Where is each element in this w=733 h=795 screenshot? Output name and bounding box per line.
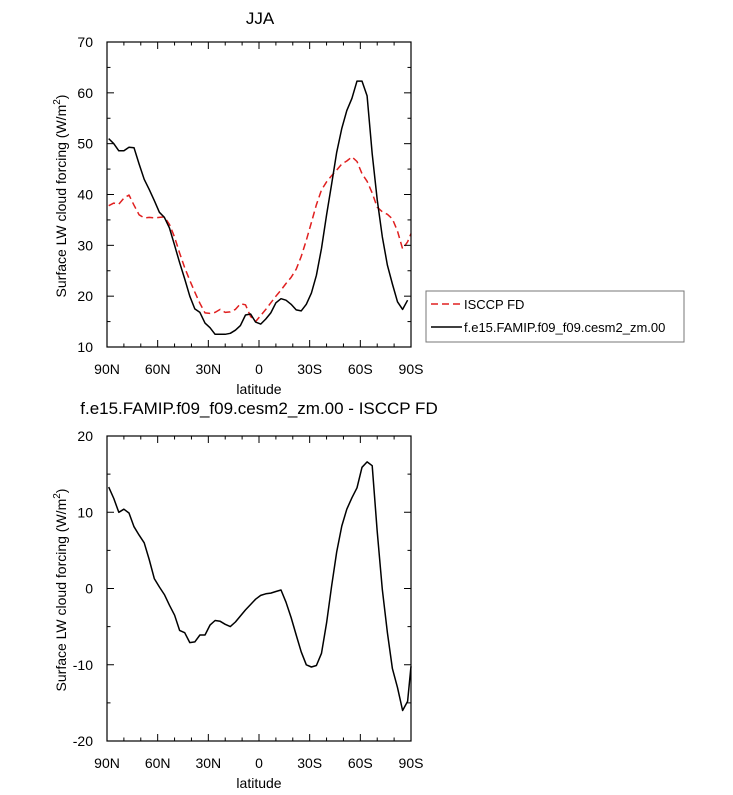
top-chart-x-tick-label: 90S [399, 361, 424, 377]
bottom-chart-x-tick-label: 0 [255, 755, 263, 771]
bottom-chart-x-tick-label: 90S [399, 755, 424, 771]
top-chart-y-axis-label: Surface LW cloud forcing (W/m2) [52, 95, 69, 298]
top-chart-y-tick-label: 70 [77, 34, 93, 50]
top-chart-series-line-1 [108, 80, 409, 336]
top-chart-series-line-0 [108, 156, 412, 323]
bottom-chart-x-ticks: 90N 60N 30N 0 30S 60S 90S [94, 436, 423, 771]
top-chart-x-tick-label: 30N [195, 361, 221, 377]
bottom-chart-plot-frame [106, 435, 412, 742]
bottom-chart-y-tick-label: -20 [73, 733, 93, 749]
bottom-chart-panel: f.e15.FAMIP.f09_f09.cesm2_zm.00 - ISCCP … [52, 399, 438, 791]
bottom-chart-title: f.e15.FAMIP.f09_f09.cesm2_zm.00 - ISCCP … [80, 399, 437, 418]
top-chart-x-axis-label: latitude [236, 381, 281, 397]
bottom-chart-x-tick-label: 30N [195, 755, 221, 771]
top-chart-x-tick-label: 60N [145, 361, 171, 377]
bottom-chart-y-tick-label: -10 [73, 657, 93, 673]
top-chart-x-tick-label: 0 [255, 361, 263, 377]
legend-model-label: f.e15.FAMIP.f09_f09.cesm2_zm.00 [464, 320, 665, 335]
top-chart-plot-frame [106, 41, 412, 348]
bottom-chart-y-ticks: -20 -10 0 10 20 [73, 428, 411, 749]
top-chart-y-tick-label: 40 [77, 187, 93, 203]
top-chart-x-tick-label: 30S [297, 361, 322, 377]
legend-isccp-label: ISCCP FD [464, 297, 524, 312]
top-chart-y-tick-label: 10 [77, 339, 93, 355]
top-chart-series [108, 80, 412, 336]
top-chart-y-tick-label: 60 [77, 85, 93, 101]
bottom-chart-y-tick-label: 20 [77, 428, 93, 444]
bottom-chart-series-line-0 [108, 461, 412, 712]
top-chart-y-tick-label: 30 [77, 237, 93, 253]
top-chart-title: JJA [246, 9, 275, 28]
bottom-chart-x-axis-label: latitude [236, 775, 281, 791]
top-chart-y-ticks: 10 20 30 40 50 60 70 [77, 34, 411, 355]
bottom-chart-y-tick-label: 0 [85, 581, 93, 597]
top-chart-y-tick-label: 20 [77, 288, 93, 304]
bottom-chart-x-tick-label: 30S [297, 755, 322, 771]
bottom-chart-series [108, 461, 412, 712]
top-chart-x-ticks: 90N 60N 30N 0 30S 60S 90S [94, 42, 423, 377]
top-chart-panel: JJA 90N 60N 30N 0 30S 60S 90S 10 20 30 40 50 60 70 l… [52, 9, 685, 397]
bottom-chart-x-tick-label: 60S [348, 755, 373, 771]
top-chart-legend: ISCCP FD f.e15.FAMIP.f09_f09.cesm2_zm.00 [425, 290, 685, 343]
top-chart-x-tick-label: 90N [94, 361, 120, 377]
legend-frame [425, 290, 685, 343]
top-chart-x-tick-label: 60S [348, 361, 373, 377]
bottom-chart-y-tick-label: 10 [77, 504, 93, 520]
bottom-chart-y-axis-label: Surface LW cloud forcing (W/m2) [52, 489, 69, 692]
bottom-chart-x-tick-label: 60N [145, 755, 171, 771]
top-chart-y-tick-label: 50 [77, 136, 93, 152]
bottom-chart-x-tick-label: 90N [94, 755, 120, 771]
